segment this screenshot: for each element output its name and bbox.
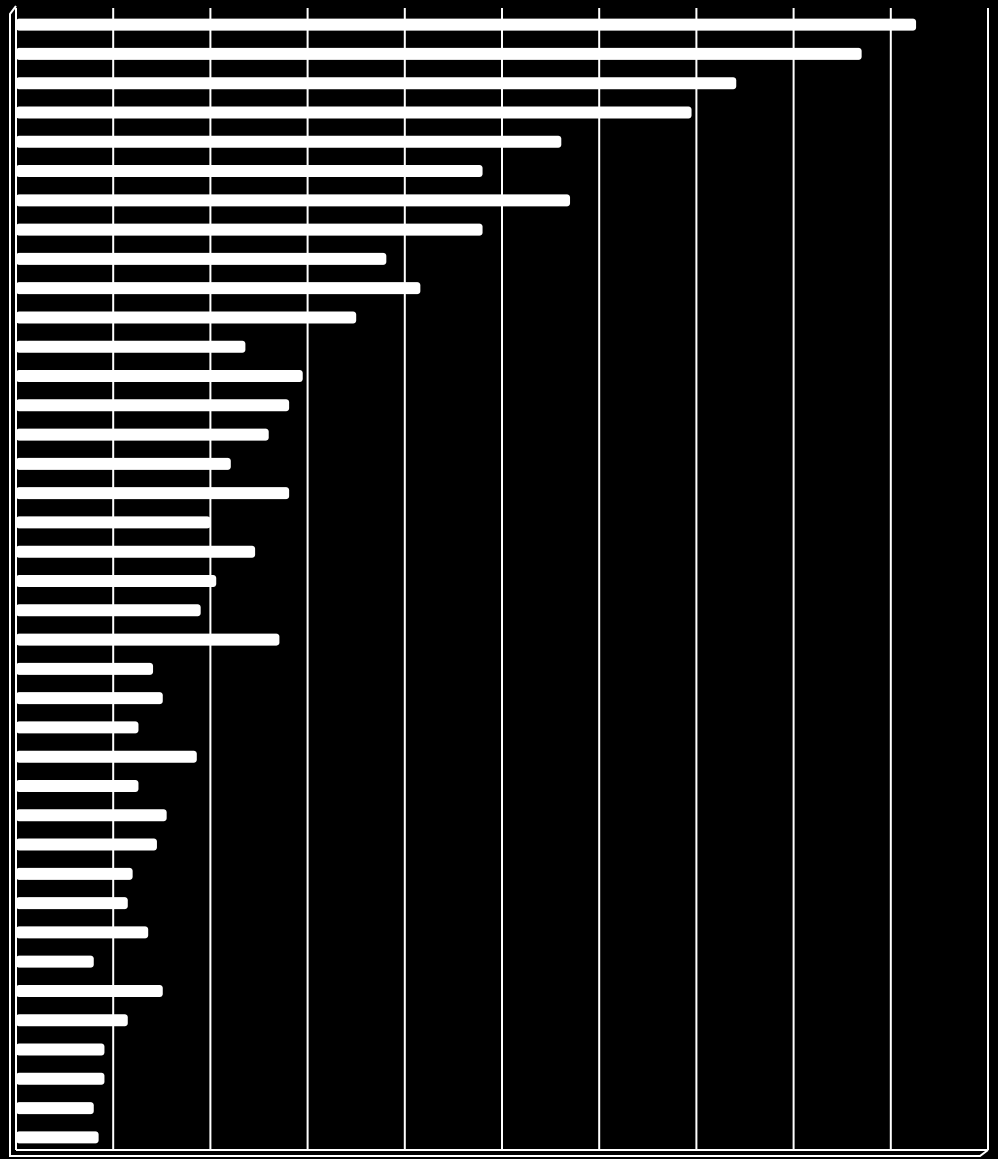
bar: [16, 1043, 105, 1056]
bar: [16, 1102, 94, 1115]
bar: [16, 955, 94, 968]
bar: [16, 282, 421, 295]
bar: [16, 18, 917, 31]
bar: [16, 340, 246, 353]
bar: [16, 194, 571, 207]
bar: [16, 47, 862, 60]
bar: [16, 106, 692, 119]
bar: [16, 838, 157, 851]
bar: [16, 633, 280, 646]
bar: [16, 984, 163, 997]
bar: [16, 575, 217, 587]
bar: [16, 311, 357, 324]
bar: [16, 457, 231, 470]
bar: [16, 487, 290, 500]
bar: [16, 897, 128, 910]
bar: [16, 604, 201, 617]
bar: [16, 1131, 99, 1144]
bar: [16, 1072, 105, 1085]
bar: [16, 399, 290, 412]
bar: [16, 721, 139, 734]
bar: [16, 77, 737, 90]
bar: [16, 252, 387, 265]
bar: [16, 867, 133, 880]
bar: [16, 370, 303, 383]
bar: [16, 135, 562, 148]
bar: [16, 223, 483, 236]
bar: [16, 809, 167, 822]
bar: [16, 165, 483, 178]
bar: [16, 926, 149, 939]
bar: [16, 662, 154, 675]
bar: [16, 779, 139, 792]
frame-edge: [9, 5, 989, 1157]
bar: [16, 428, 269, 441]
bar: [16, 692, 163, 705]
bar: [16, 516, 211, 529]
bar: [16, 750, 197, 763]
bar: [16, 1014, 128, 1027]
bar: [16, 545, 256, 558]
